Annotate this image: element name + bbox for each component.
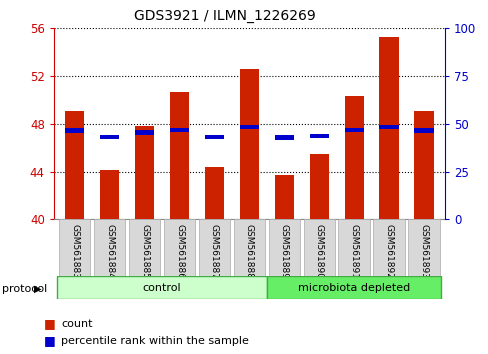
Bar [344, 128, 363, 132]
Bar [198, 219, 230, 280]
Text: GSM561888: GSM561888 [244, 224, 253, 279]
Bar [413, 111, 433, 219]
Text: GSM561883: GSM561883 [70, 224, 79, 279]
Bar [59, 219, 90, 280]
Bar [94, 219, 125, 280]
Bar [274, 135, 293, 139]
Text: GSM561885: GSM561885 [140, 224, 149, 279]
Bar [233, 219, 264, 280]
Bar [204, 167, 224, 219]
Bar [266, 276, 441, 299]
Bar [135, 126, 154, 219]
Bar [163, 219, 195, 280]
Bar [135, 130, 154, 135]
Text: ▶: ▶ [34, 284, 41, 293]
Text: GSM561886: GSM561886 [175, 224, 183, 279]
Bar [100, 135, 119, 139]
Bar [407, 219, 439, 280]
Text: GSM561889: GSM561889 [279, 224, 288, 279]
Text: ■: ■ [44, 334, 56, 347]
Text: percentile rank within the sample: percentile rank within the sample [61, 336, 248, 346]
Text: GSM561891: GSM561891 [349, 224, 358, 279]
Bar [379, 37, 398, 219]
Bar [309, 133, 328, 138]
Bar [129, 219, 160, 280]
Text: GSM561893: GSM561893 [419, 224, 427, 279]
Text: microbiota depleted: microbiota depleted [298, 282, 409, 293]
Bar [65, 129, 84, 133]
Bar [413, 128, 433, 132]
Text: GSM561884: GSM561884 [105, 224, 114, 279]
Text: GSM561890: GSM561890 [314, 224, 323, 279]
Text: GSM561892: GSM561892 [384, 224, 393, 279]
Bar [239, 125, 259, 130]
Bar [204, 135, 224, 139]
Bar [274, 175, 293, 219]
Text: GSM561887: GSM561887 [209, 224, 219, 279]
Bar [303, 219, 334, 280]
Bar [100, 171, 119, 219]
Text: ■: ■ [44, 318, 56, 330]
Bar [65, 111, 84, 219]
Bar [239, 69, 259, 219]
Bar [309, 154, 328, 219]
Text: GDS3921 / ILMN_1226269: GDS3921 / ILMN_1226269 [134, 9, 315, 23]
Bar [338, 219, 369, 280]
Bar [344, 96, 363, 219]
Text: control: control [142, 282, 181, 293]
Bar [170, 128, 189, 132]
Bar [379, 125, 398, 129]
Text: count: count [61, 319, 92, 329]
Bar [373, 219, 404, 280]
Bar [268, 219, 300, 280]
Text: protocol: protocol [2, 284, 48, 293]
Bar [170, 92, 189, 219]
Bar [57, 276, 266, 299]
